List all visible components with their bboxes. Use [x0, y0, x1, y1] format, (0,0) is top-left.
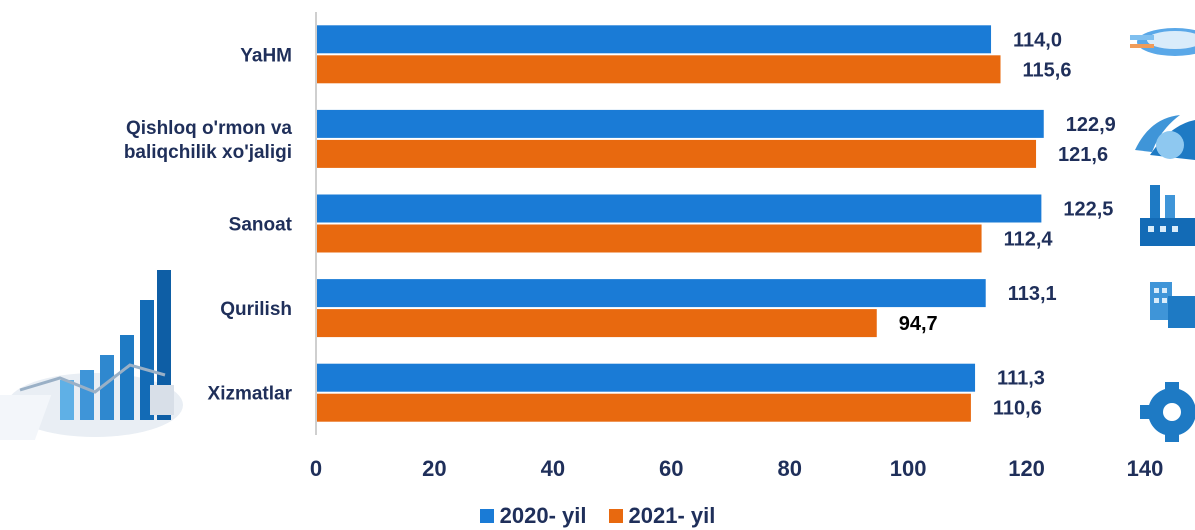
data-label: 112,4 [1004, 229, 1054, 251]
data-label: 111,3 [997, 368, 1045, 390]
gear-icon [1140, 382, 1195, 442]
bar-2020 [317, 109, 1044, 138]
compass-icon [1130, 28, 1195, 56]
x-tick-label: 20 [422, 456, 446, 481]
legend-label-2020: 2020- yil [499, 503, 587, 528]
x-tick-label: 40 [541, 456, 565, 481]
bar-2021 [317, 224, 982, 253]
category-label: Qurilish [220, 299, 292, 320]
legend-swatch-2020 [479, 509, 494, 523]
legend-item-2020: 2020- yil [479, 503, 587, 529]
category-label: Qishloq o'rmon va [126, 118, 292, 139]
category-label: YaHM [240, 45, 292, 66]
bar-2021 [317, 55, 1001, 84]
buildings-icon [1150, 282, 1195, 328]
bar-2021 [317, 393, 971, 422]
category-label: baliqchilik xo'jaligi [124, 142, 292, 163]
data-label: 122,9 [1066, 114, 1116, 136]
data-label: 113,1 [1008, 283, 1057, 305]
data-label: 114,0 [1013, 29, 1062, 51]
bar-2021 [317, 139, 1037, 168]
data-label: 94,7 [899, 313, 938, 335]
data-label: 121,6 [1058, 144, 1108, 166]
x-tick-label: 60 [659, 456, 683, 481]
plant-icon [1135, 115, 1195, 160]
bar-chart: YaHM 114,0 115,6 Qishloq o'rmon va baliqchil… [0, 12, 1195, 481]
plot-area: YaHM 114,0 115,6 Qishloq o'rmon va baliqchil… [124, 12, 1164, 481]
data-label: 110,6 [993, 398, 1042, 420]
x-tick-label: 100 [890, 456, 927, 481]
legend-swatch-2021 [608, 509, 623, 523]
factory-icon [1140, 185, 1195, 246]
x-tick-label: 0 [310, 456, 322, 481]
bar-2020 [317, 194, 1042, 223]
category-label: Sanoat [229, 215, 293, 236]
bar-2021 [317, 309, 877, 338]
legend: 2020- yil 2021- yil [0, 503, 1195, 529]
x-tick-label: 140 [1127, 456, 1164, 481]
x-tick-label: 80 [777, 456, 801, 481]
growth-chart-illustration [0, 270, 183, 440]
legend-label-2021: 2021- yil [628, 503, 716, 528]
legend-item-2021: 2021- yil [608, 503, 716, 529]
category-label: Xizmatlar [208, 384, 293, 405]
bar-2020 [317, 363, 976, 392]
bar-2020 [317, 279, 986, 308]
data-label: 115,6 [1023, 59, 1072, 81]
data-label: 122,5 [1063, 199, 1113, 221]
bar-2020 [317, 25, 992, 54]
x-tick-label: 120 [1008, 456, 1045, 481]
